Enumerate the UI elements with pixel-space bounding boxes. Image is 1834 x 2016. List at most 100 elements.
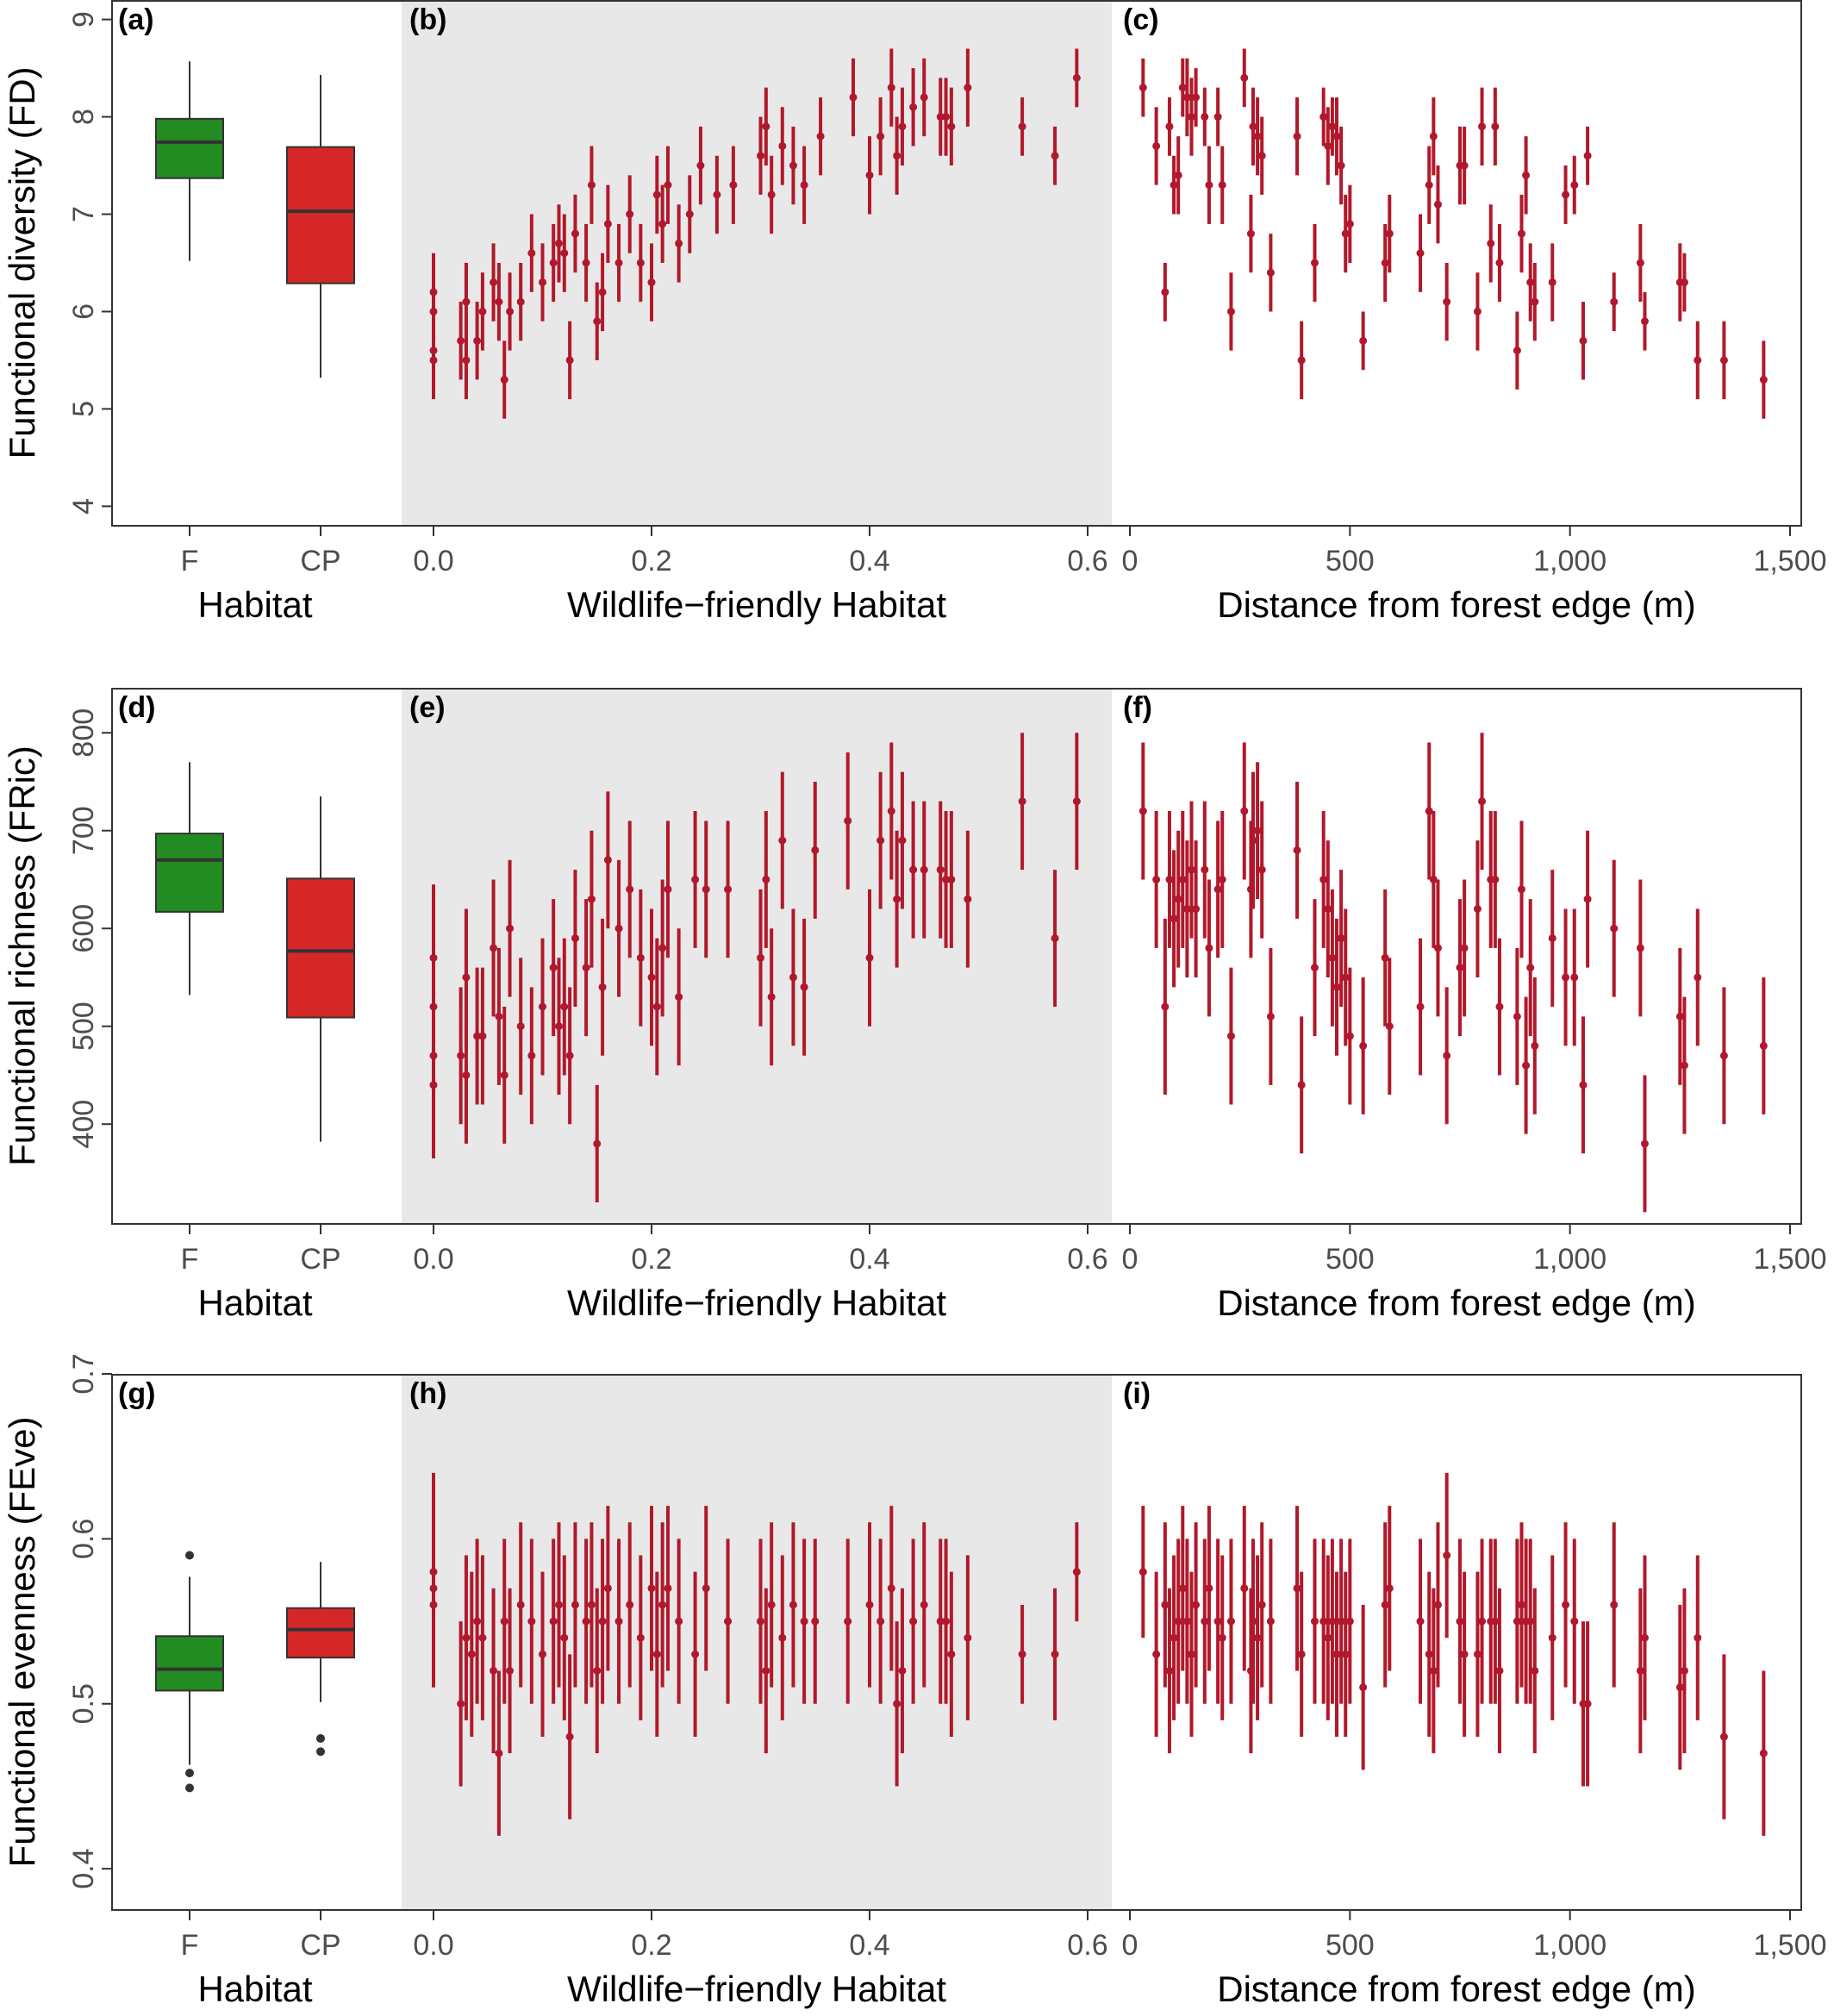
data-point: [582, 964, 590, 972]
data-point: [1513, 346, 1521, 355]
data-point: [1583, 1700, 1592, 1708]
data-point: [1526, 1617, 1535, 1626]
data-point: [1759, 1041, 1768, 1050]
x-tick-label: CP: [300, 545, 340, 577]
data-point: [1310, 964, 1319, 972]
data-point: [724, 885, 733, 894]
data-point: [539, 1650, 546, 1658]
data-point: [462, 1633, 471, 1642]
data-point: [1297, 1650, 1306, 1658]
data-point: [1051, 1650, 1059, 1658]
data-point: [636, 259, 645, 267]
row-FRic: 400 500 600 700 800 Functional richness (FRic…: [2, 688, 1827, 1323]
data-point: [560, 1633, 569, 1642]
boxplot-CP: [286, 796, 355, 1142]
data-point: [1640, 317, 1649, 326]
data-point: [893, 1700, 901, 1708]
data-point: [942, 113, 951, 122]
data-point: [549, 259, 558, 267]
data-point: [1051, 934, 1059, 943]
panel-shade: [402, 0, 1112, 526]
data-point: [1018, 122, 1026, 131]
data-point: [1337, 161, 1345, 170]
data-point: [1381, 1601, 1389, 1609]
data-point: [800, 181, 808, 190]
data-point: [691, 1650, 700, 1658]
y-tick-label: 5: [67, 401, 100, 417]
y-tick-label: 0.5: [67, 1683, 100, 1724]
data-point: [1182, 93, 1191, 102]
x-tick-label: 500: [1326, 1243, 1375, 1276]
data-point: [652, 1002, 661, 1011]
data-point: [582, 259, 590, 267]
x-tick-label: 0.2: [631, 545, 671, 577]
data-point: [1205, 1584, 1213, 1593]
data-point: [1226, 1032, 1235, 1040]
data-point: [1324, 141, 1332, 150]
data-point: [1246, 229, 1255, 238]
wildlife-points: [429, 48, 1081, 419]
data-point: [865, 1601, 874, 1609]
data-point: [1460, 1650, 1469, 1658]
data-point: [1332, 132, 1341, 140]
data-point: [1531, 1041, 1539, 1050]
data-point: [1213, 1617, 1222, 1626]
data-point: [1526, 278, 1535, 287]
data-point: [936, 865, 945, 874]
data-point: [598, 288, 607, 296]
data-point: [898, 122, 907, 131]
data-point: [1201, 113, 1209, 122]
data-point: [762, 1666, 770, 1675]
boxplot-F: [155, 61, 224, 261]
data-point: [1170, 1633, 1178, 1642]
data-point: [1759, 376, 1768, 384]
data-point: [1213, 885, 1222, 894]
x-tick-label: 0.0: [413, 545, 453, 577]
data-point: [1570, 973, 1579, 982]
data-point: [1680, 1061, 1688, 1070]
data-point: [936, 113, 945, 122]
x-axis-title: Habitat: [197, 584, 312, 625]
data-point: [429, 1601, 438, 1609]
data-point: [767, 1601, 776, 1609]
data-point: [898, 836, 907, 845]
data-point: [457, 1700, 465, 1708]
data-point: [652, 1650, 661, 1658]
x-axis-title: Habitat: [197, 1283, 312, 1323]
data-point: [549, 964, 558, 972]
x-tick-label: F: [181, 1243, 199, 1276]
data-point: [1319, 875, 1328, 883]
data-point: [647, 973, 656, 982]
data-point: [549, 1617, 558, 1626]
data-point: [1385, 1584, 1394, 1593]
y-tick-label: 4: [67, 498, 100, 515]
data-point: [462, 1070, 471, 1079]
data-point: [964, 895, 972, 903]
data-point: [942, 875, 951, 883]
data-point: [1072, 797, 1081, 806]
data-point: [587, 1601, 596, 1609]
data-point: [1579, 336, 1588, 345]
data-point: [909, 103, 918, 111]
data-point: [1640, 1139, 1649, 1148]
data-point: [1213, 113, 1222, 122]
data-point: [1332, 983, 1341, 991]
data-point: [593, 1666, 602, 1675]
data-point: [1170, 181, 1178, 190]
data-point: [478, 1633, 487, 1642]
data-point: [429, 1081, 438, 1089]
data-point: [1218, 875, 1226, 883]
data-point: [1178, 875, 1187, 883]
data-point: [1675, 1683, 1684, 1692]
data-point: [920, 1601, 928, 1609]
data-point: [1253, 827, 1262, 835]
data-point: [1187, 113, 1195, 122]
data-point: [647, 278, 656, 287]
data-point: [893, 152, 901, 160]
data-point: [876, 132, 885, 140]
data-point: [1513, 1617, 1521, 1626]
data-point: [587, 895, 596, 903]
data-point: [1429, 875, 1438, 883]
data-point: [516, 1022, 525, 1031]
box-iqr: [286, 146, 355, 284]
